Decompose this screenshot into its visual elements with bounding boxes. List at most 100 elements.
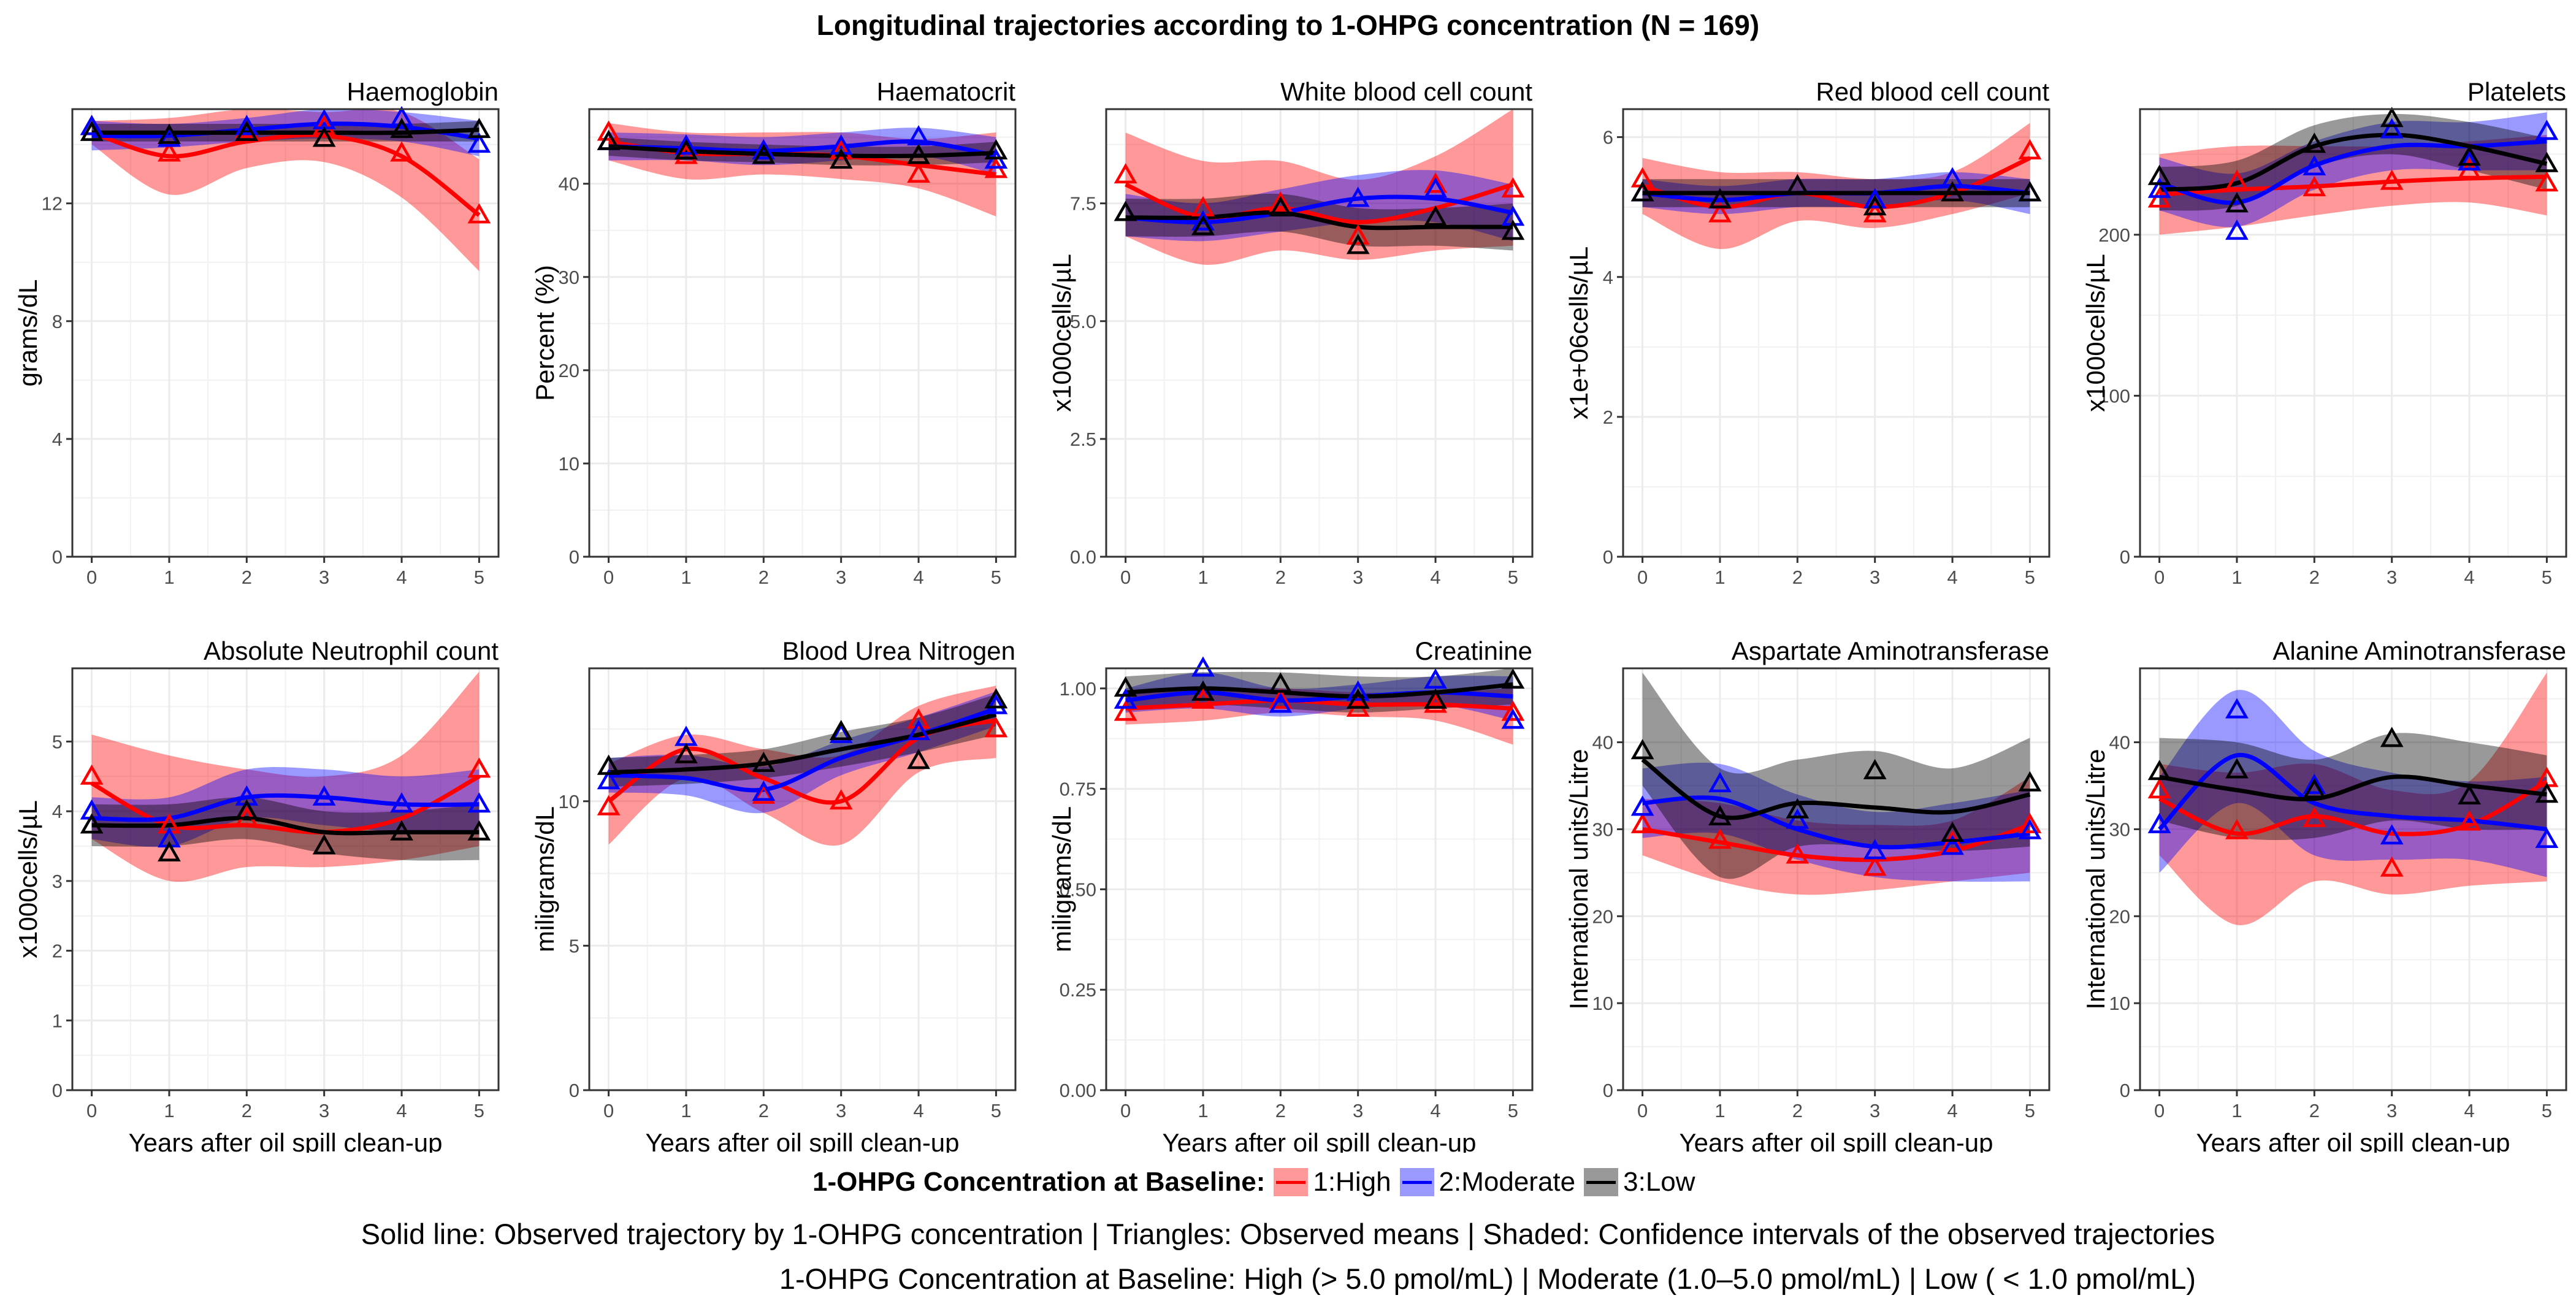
y-tick-label: 8 <box>52 311 63 332</box>
mean-triangle-1-high <box>2535 171 2559 192</box>
y-axis-label: x1000cells/µL <box>13 800 42 958</box>
mean-triangle-2-moderate <box>2535 120 2559 140</box>
x-axis-label: Years after oil spill clean-up <box>1162 1128 1476 1153</box>
x-tick-label: 3 <box>1870 1100 1880 1121</box>
mean-triangle-1-high <box>829 789 853 810</box>
mean-triangle-2-moderate <box>1346 680 1370 701</box>
x-tick-label: 2 <box>1275 567 1286 588</box>
y-tick-label: 0.00 <box>1060 1080 1096 1101</box>
x-tick-label: 2 <box>242 567 252 588</box>
panel-title: Haematocrit <box>877 77 1016 106</box>
y-tick-label: 1.00 <box>1060 678 1096 700</box>
x-tick-label: 2 <box>759 567 769 588</box>
mean-triangle-3-low <box>675 139 698 159</box>
y-axis-label: International units/Litre <box>2081 749 2110 1010</box>
mean-triangle-1-high <box>1630 812 1654 833</box>
x-tick-label: 5 <box>2542 1100 2552 1121</box>
x-tick-label: 3 <box>319 567 329 588</box>
panel-title: Haemoglobin <box>347 77 499 106</box>
mean-triangle-1-high <box>1424 172 1447 193</box>
mean-triangle-2-moderate <box>1346 186 1370 207</box>
panel-title: Aspartate Aminotransferase <box>1732 636 2049 665</box>
x-tick-label: 5 <box>2025 1100 2035 1121</box>
mean-triangle-1-high <box>907 162 930 183</box>
y-axis-label: x1000cells/µL <box>2081 254 2110 412</box>
mean-triangle-3-low <box>907 143 930 164</box>
mean-triangle-1-high <box>2018 812 2042 833</box>
x-tick-label: 4 <box>2464 1100 2474 1121</box>
mean-triangle-2-moderate <box>2303 155 2326 176</box>
mean-triangle-3-low <box>158 123 181 144</box>
panel-title: White blood cell count <box>1280 77 1532 106</box>
mean-triangle-3-low <box>984 139 1008 159</box>
panel-border <box>1622 108 2050 558</box>
x-tick-label: 3 <box>1353 1100 1363 1121</box>
panel-platelets: 0 100 200 0 1 2 3 4 5 Platelets x1000cells/µL <box>2081 77 2567 588</box>
mean-triangle-3-low <box>1941 181 1964 202</box>
x-tick-label: 3 <box>319 1100 329 1121</box>
mean-triangle-2-moderate <box>467 132 491 153</box>
panel-border <box>2139 667 2567 1091</box>
x-tick-label: 1 <box>1714 567 1725 588</box>
mean-triangle-3-low <box>1114 200 1137 221</box>
x-axis-label: Years after oil spill clean-up <box>128 1128 442 1153</box>
x-tick-label: 5 <box>474 567 484 588</box>
mean-triangle-2-moderate <box>2225 220 2249 240</box>
mean-triangle-3-low <box>2225 192 2249 213</box>
y-axis-label: International units/Litre <box>1564 749 1593 1010</box>
y-tick-label: 10 <box>559 453 579 475</box>
x-tick-label: 0 <box>1120 567 1131 588</box>
mean-triangle-1-high <box>80 764 104 785</box>
y-tick-label: 0 <box>1603 546 1613 568</box>
mean-triangle-3-low <box>1863 195 1887 216</box>
mean-triangle-3-low <box>1424 688 1447 709</box>
mean-triangle-3-low <box>752 143 776 164</box>
y-axis-label: x1000cells/µL <box>1047 254 1076 412</box>
figure-title: Longitudinal trajectories according to 1… <box>816 9 1760 41</box>
mean-triangle-3-low <box>1424 205 1447 226</box>
mean-triangle-3-low <box>158 841 181 861</box>
mean-triangle-2-moderate <box>2018 819 2042 839</box>
trajectory-line-2-moderate <box>91 793 480 822</box>
legend-swatch-low <box>1584 1168 1619 1196</box>
mean-triangle-1-high <box>2303 806 2326 827</box>
trajectory-line-3-low <box>2159 132 2548 192</box>
y-tick-label: 0.75 <box>1060 779 1096 800</box>
ci-band-2-moderate <box>1642 762 2030 882</box>
mean-triangle-1-high <box>158 141 181 162</box>
mean-triangle-3-low <box>2303 778 2326 799</box>
mean-triangle-1-high <box>1786 843 1810 864</box>
mean-triangle-2-moderate <box>2303 773 2326 795</box>
mean-triangle-1-high <box>1501 700 1525 721</box>
x-tick-label: 2 <box>1792 1100 1803 1121</box>
mean-triangle-3-low <box>2535 782 2559 803</box>
panel-blood-urea-nitrogen: 0 5 10 0 1 2 3 4 5 Blood Urea Nitrogen miligrams/d… <box>530 636 1017 1153</box>
panel-alanine-aminotransferase: 0 10 20 30 40 0 1 2 3 4 5 Alanine Aminotransferase I… <box>2081 636 2567 1153</box>
mean-triangle-3-low <box>2018 181 2042 202</box>
mean-triangle-1-high <box>1501 177 1525 198</box>
mean-triangle-1-high <box>1114 163 1137 184</box>
mean-triangle-3-low <box>1863 758 1887 779</box>
mean-triangle-2-moderate <box>1941 834 1964 855</box>
x-tick-label: 5 <box>991 567 1001 588</box>
mean-triangle-1-high <box>984 717 1008 738</box>
y-tick-label: 0 <box>2120 546 2130 568</box>
x-axis-label: Years after oil spill clean-up <box>1679 1128 1993 1153</box>
x-tick-label: 0 <box>1637 567 1648 588</box>
mean-triangle-2-moderate <box>1630 795 1654 816</box>
mean-triangle-3-low <box>1269 672 1293 693</box>
legend-label-low: 3:Low <box>1623 1167 1695 1197</box>
mean-triangle-3-low <box>1501 668 1525 689</box>
mean-triangle-2-moderate <box>1269 692 1293 713</box>
x-tick-label: 1 <box>1198 567 1208 588</box>
y-tick-label: 0.50 <box>1060 879 1096 900</box>
mean-triangle-1-high <box>2225 169 2249 190</box>
mean-triangle-3-low <box>1708 805 1732 826</box>
trajectory-line-3-low <box>2159 774 2547 801</box>
mean-triangle-1-high <box>2303 176 2326 197</box>
legend: 1-OHPG Concentration at Baseline: 1:High… <box>812 1164 1704 1201</box>
legend-label-moderate: 2:Moderate <box>1439 1167 1576 1197</box>
y-tick-label: 7.5 <box>1070 193 1096 215</box>
